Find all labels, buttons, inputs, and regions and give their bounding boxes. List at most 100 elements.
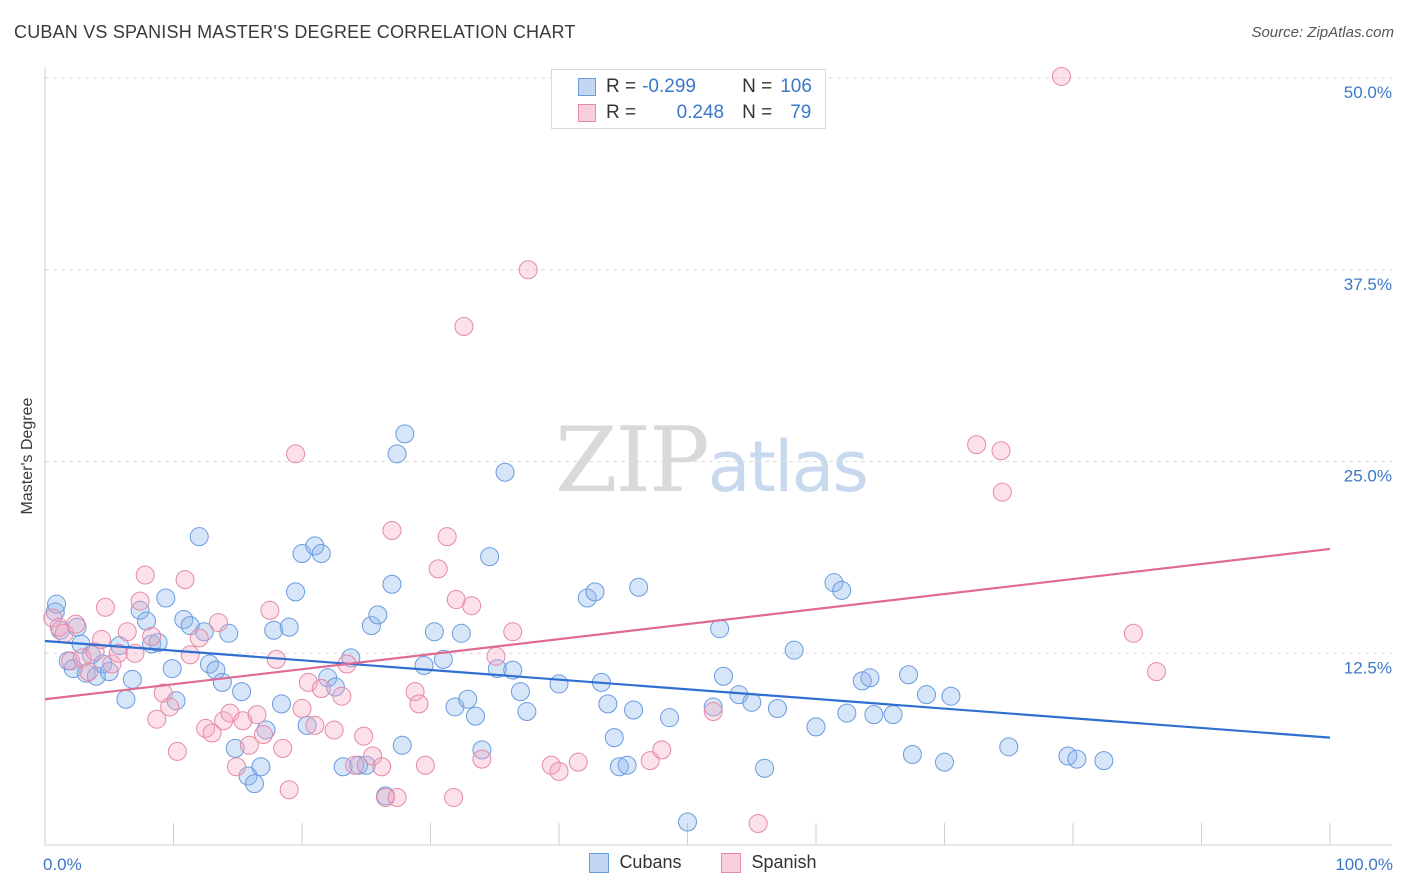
data-point-cubans	[244, 774, 264, 794]
data-point-spanish	[153, 683, 173, 703]
data-point-spanish	[372, 757, 392, 777]
data-point-spanish	[49, 617, 69, 637]
data-point-cubans	[837, 703, 857, 723]
data-point-cubans	[999, 737, 1019, 757]
data-point-cubans	[806, 717, 826, 737]
data-point-cubans	[433, 649, 453, 669]
data-point-spanish	[214, 711, 234, 731]
data-point-cubans	[356, 755, 376, 775]
legend-r-label: R =	[606, 76, 637, 97]
data-point-cubans	[451, 623, 471, 643]
data-point-spanish	[108, 643, 128, 663]
data-point-spanish	[444, 787, 464, 807]
data-point-spanish	[43, 608, 63, 628]
data-point-spanish	[324, 720, 344, 740]
data-point-cubans	[624, 700, 644, 720]
data-point-cubans	[577, 588, 597, 608]
data-point-cubans	[286, 582, 306, 602]
data-point-spanish	[130, 591, 150, 611]
data-point-cubans	[382, 574, 402, 594]
bottom-legend-cubans: Cubans	[589, 852, 681, 873]
data-point-cubans	[941, 686, 961, 706]
data-point-cubans	[517, 702, 537, 722]
data-point-cubans	[609, 757, 629, 777]
data-point-cubans	[458, 689, 478, 709]
data-point-spanish	[967, 435, 987, 455]
data-point-spanish	[409, 694, 429, 714]
data-point-cubans	[271, 694, 291, 714]
data-point-spanish	[992, 482, 1012, 502]
bottom-legend-label-cubans: Cubans	[619, 852, 682, 872]
data-point-spanish	[311, 679, 331, 699]
data-point-cubans	[585, 582, 605, 602]
data-point-cubans	[311, 544, 331, 564]
watermark-zip: ZIP	[555, 408, 710, 513]
data-point-cubans	[480, 547, 500, 567]
data-point-cubans	[264, 620, 284, 640]
source-label: Source: ZipAtlas.com	[1251, 24, 1394, 41]
x-tick-label: 100.0%	[1335, 855, 1393, 874]
axes	[44, 67, 1392, 846]
data-point-cubans	[424, 622, 444, 642]
data-point-spanish	[85, 642, 105, 662]
data-point-spanish	[292, 698, 312, 718]
data-point-cubans	[935, 752, 954, 772]
watermark-atlas: atlas	[707, 426, 869, 508]
data-point-cubans	[902, 744, 922, 764]
data-point-cubans	[99, 662, 119, 682]
data-point-spanish	[79, 662, 99, 682]
data-point-cubans	[251, 757, 271, 777]
data-point-spanish	[175, 570, 195, 590]
data-point-spanish	[1051, 66, 1071, 86]
data-point-spanish	[167, 741, 187, 761]
data-point-spanish	[354, 726, 374, 746]
data-point-spanish	[279, 780, 299, 800]
data-point-cubans	[279, 617, 299, 637]
x-tick-label: 0.0%	[43, 855, 82, 874]
data-point-spanish	[233, 711, 253, 731]
data-point-cubans	[414, 656, 434, 676]
data-point-spanish	[991, 441, 1011, 461]
data-point-spanish	[208, 613, 228, 633]
data-point-cubans	[899, 665, 919, 685]
data-point-spanish	[486, 646, 506, 666]
data-point-cubans	[232, 682, 252, 702]
data-point-spanish	[1123, 623, 1143, 643]
data-point-spanish	[202, 723, 222, 743]
data-point-cubans	[387, 444, 407, 464]
data-point-spanish	[428, 559, 448, 579]
data-point-spanish	[95, 597, 115, 617]
trend-line-cubans	[44, 639, 1331, 739]
legend-row-spanish: R = 0.248 N = 79	[552, 100, 811, 126]
y-tick-label: 25.0%	[1344, 467, 1392, 486]
data-point-cubans	[194, 622, 214, 642]
data-point-spanish	[160, 697, 180, 717]
data-point-cubans	[617, 755, 637, 775]
data-point-cubans	[156, 588, 176, 608]
legend-n-value: 79	[790, 102, 812, 123]
data-point-spanish	[253, 725, 273, 745]
data-point-cubans	[917, 685, 937, 705]
data-point-cubans	[549, 674, 569, 694]
data-point-spanish	[376, 787, 396, 807]
bottom-legend-label-spanish: Spanish	[751, 852, 817, 872]
bottom-legend-swatch-spanish	[721, 852, 742, 873]
data-point-cubans	[852, 671, 872, 691]
data-point-cubans	[162, 659, 182, 679]
gridlines	[45, 77, 1392, 654]
chart-title: CUBAN VS SPANISH MASTER'S DEGREE CORRELA…	[14, 22, 576, 42]
data-point-cubans	[755, 758, 775, 778]
data-point-cubans	[305, 536, 325, 556]
data-point-spanish	[446, 590, 466, 610]
data-point-cubans	[1067, 749, 1087, 769]
data-point-spanish	[415, 755, 435, 775]
data-point-spanish	[503, 622, 523, 642]
data-point-spanish	[703, 702, 723, 722]
data-point-spanish	[226, 757, 246, 777]
data-point-spanish	[437, 527, 457, 547]
data-point-spanish	[273, 738, 293, 758]
data-point-spanish	[454, 317, 474, 337]
legend-row-cubans: R = -0.299 N = 106	[552, 74, 812, 100]
legend-r-value: -0.299	[642, 76, 696, 97]
data-point-cubans	[503, 660, 523, 680]
